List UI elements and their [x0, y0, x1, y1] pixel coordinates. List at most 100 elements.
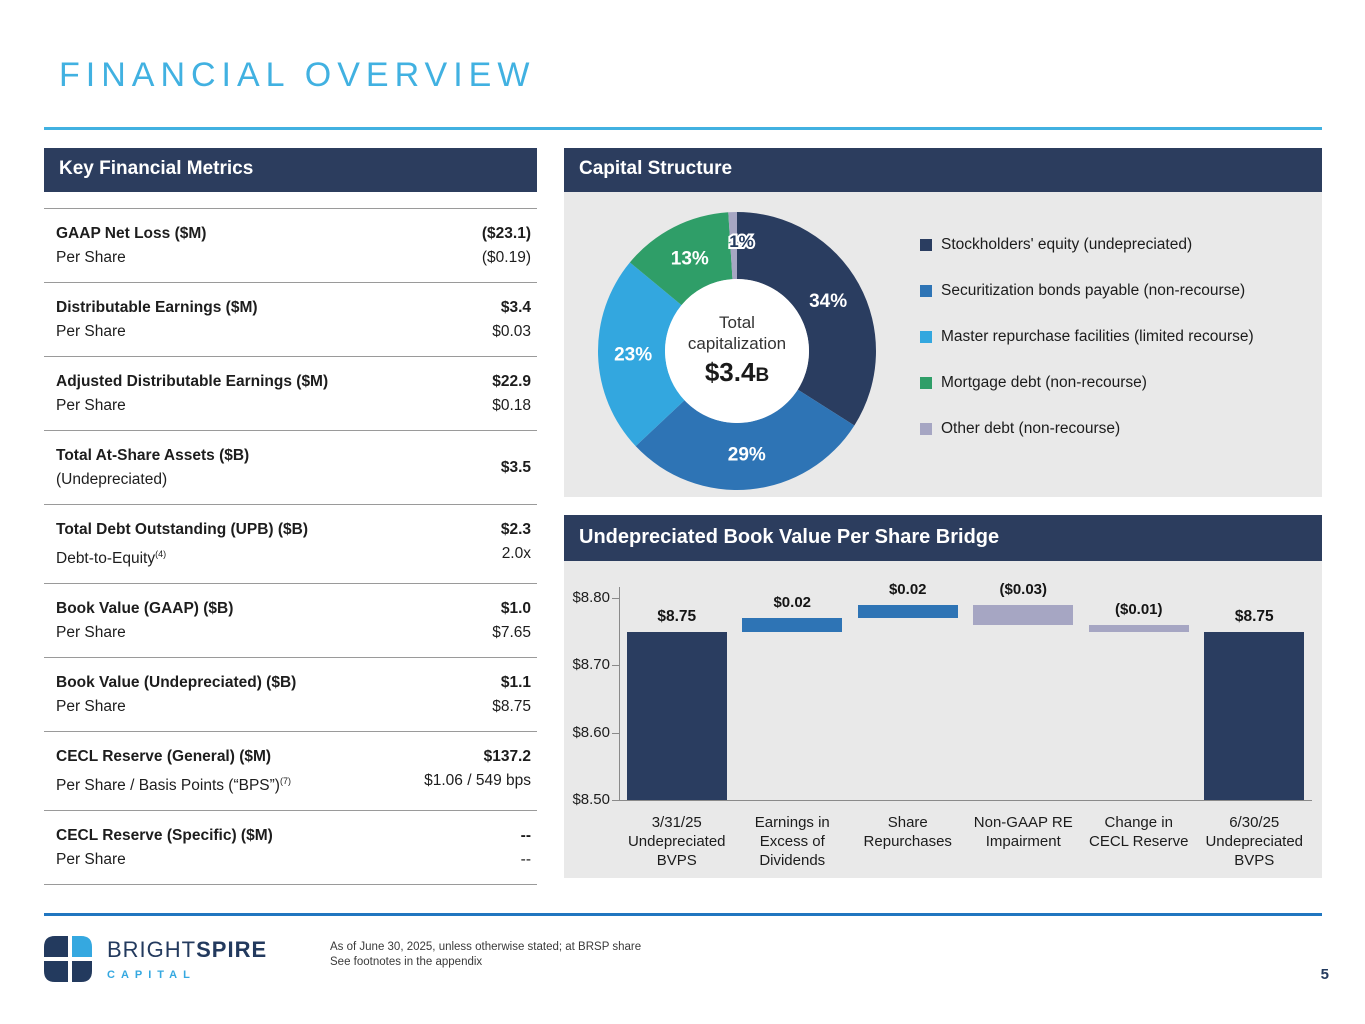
- metric-values: ($23.1) ($0.19): [411, 222, 531, 270]
- bridge-header: Undepreciated Book Value Per Share Bridg…: [564, 515, 1322, 561]
- metric-row: CECL Reserve (Specific) ($M) Per Share -- -…: [44, 810, 537, 886]
- capital-structure-body: 34% 29% 23% 13% 1% Total capitalization $3.4…: [564, 192, 1322, 497]
- metric-subvalue: $0.18: [492, 396, 531, 414]
- legend-item: Securitization bonds payable (non-recour…: [920, 282, 1316, 300]
- category-line: 6/30/25: [1229, 814, 1280, 831]
- metric-labels: Total Debt Outstanding (UPB) ($B) Debt-to…: [56, 518, 411, 571]
- metric-value: --: [520, 826, 531, 844]
- metric-labels: Book Value (GAAP) ($B) Per Share: [56, 597, 411, 645]
- bar-value-label: $8.75: [657, 607, 697, 625]
- y-axis-line: [619, 587, 620, 800]
- donut-slice-percent-label: 1%: [729, 232, 754, 251]
- bar-value-label: $0.02: [773, 594, 812, 612]
- category-line: Earnings in: [754, 814, 830, 831]
- metric-labels: GAAP Net Loss ($M) Per Share: [56, 222, 411, 270]
- bar-value-label: ($0.03): [999, 580, 1048, 598]
- category-line: Share: [887, 814, 928, 831]
- category-line: Excess of: [759, 833, 825, 850]
- footer-divider: [44, 913, 1322, 916]
- brand-name-second: SPIRE: [196, 937, 268, 962]
- capital-structure-donut-chart: 34% 29% 23% 13% 1%: [598, 212, 876, 490]
- footnotes: As of June 30, 2025, unless otherwise st…: [330, 940, 641, 970]
- metric-sublabel: Per Share: [56, 697, 126, 715]
- metric-values: $2.3 2.0x: [411, 518, 531, 571]
- waterfall-bar: [1204, 631, 1305, 800]
- bar-value-label: ($0.01): [1114, 600, 1163, 618]
- legend-label: Mortgage debt (non-recourse): [941, 374, 1147, 391]
- metric-sublabel: Per Share: [56, 850, 126, 868]
- brightspire-logo-mark: [44, 936, 92, 982]
- footnote-ref: (4): [155, 548, 167, 559]
- metric-label: Total At-Share Assets ($B): [56, 446, 250, 464]
- metric-label: CECL Reserve (General) ($M): [56, 747, 272, 765]
- metric-subvalue: --: [520, 850, 531, 868]
- bar-category-label: 6/30/25 Undepreciated BVPS: [1197, 813, 1313, 870]
- donut-slice-4: [629, 212, 733, 306]
- metric-label: GAAP Net Loss ($M): [56, 224, 207, 242]
- bar-category-label: 3/31/25 Undepreciated BVPS: [619, 813, 735, 870]
- category-line: BVPS: [656, 852, 697, 869]
- brand-name: BRIGHTSPIRE: [107, 937, 267, 963]
- legend-item: Other debt (non-recourse): [920, 420, 1316, 438]
- metric-labels: Total At-Share Assets ($B) (Undepreciated…: [56, 444, 411, 492]
- category-line: Undepreciated: [627, 833, 726, 850]
- x-axis-line: [619, 800, 1312, 801]
- brightspire-logo: BRIGHTSPIRE CAPITAL: [44, 936, 267, 982]
- category-line: CECL Reserve: [1089, 833, 1189, 850]
- waterfall-bar: [626, 631, 727, 800]
- metric-label: Adjusted Distributable Earnings ($M): [56, 372, 329, 390]
- waterfall-bar: [857, 604, 958, 619]
- brand-subtitle: CAPITAL: [107, 969, 196, 981]
- donut-slice-percent-label: 23%: [614, 344, 652, 365]
- y-tick-label: $8.60: [572, 723, 610, 741]
- category-line: BVPS: [1234, 852, 1275, 869]
- y-tick-mark: [612, 800, 619, 801]
- metric-values: $1.1 $8.75: [411, 671, 531, 719]
- waterfall-bar: [742, 618, 843, 632]
- metric-sublabel: Per Share: [56, 322, 126, 340]
- donut-slice-percent-label: 13%: [671, 248, 709, 269]
- bvps-bridge-panel: Undepreciated Book Value Per Share Bridg…: [564, 515, 1322, 878]
- metric-label: Book Value (Undepreciated) ($B): [56, 673, 297, 691]
- bar-category-label: Non-GAAP RE Impairment: [966, 813, 1082, 851]
- metric-sublabel: Per Share: [56, 623, 126, 641]
- metric-row: Book Value (GAAP) ($B) Per Share $1.0 $7.65: [44, 583, 537, 657]
- metric-values: $3.4 $0.03: [411, 296, 531, 344]
- brand-name-first: BRIGHT: [107, 937, 197, 962]
- page-number: 5: [1320, 966, 1329, 983]
- metric-row: CECL Reserve (General) ($M) Per Share / B…: [44, 731, 537, 810]
- donut-center-line1: Total: [719, 313, 755, 332]
- metric-subvalue: ($0.19): [481, 248, 531, 266]
- bar-value-label: $8.75: [1234, 607, 1274, 625]
- y-tick-mark: [612, 665, 619, 667]
- bar-category-label: Earnings in Excess of Dividends: [735, 813, 851, 870]
- top-divider: [44, 127, 1322, 130]
- metric-row: Total At-Share Assets ($B) (Undepreciated…: [44, 430, 537, 504]
- metric-subvalue: $1.06 / 549 bps: [424, 771, 531, 789]
- metric-labels: Distributable Earnings ($M) Per Share: [56, 296, 411, 344]
- y-tick-label: $8.70: [572, 656, 610, 674]
- legend-marker: [920, 423, 932, 435]
- metric-label: Book Value (GAAP) ($B): [56, 599, 234, 617]
- metric-value: $137.2: [483, 747, 531, 765]
- legend-marker: [920, 285, 932, 297]
- category-line: Impairment: [985, 833, 1061, 850]
- y-tick-mark: [612, 598, 619, 599]
- legend-marker: [920, 239, 932, 251]
- metric-row: Distributable Earnings ($M) Per Share $3.4…: [44, 282, 537, 356]
- donut-hole: [665, 279, 809, 423]
- metric-subvalue: $8.75: [492, 697, 531, 715]
- metric-value: $3.5: [500, 458, 531, 476]
- metric-value: ($23.1): [481, 224, 531, 242]
- bar-category-label: Change in CECL Reserve: [1081, 813, 1197, 851]
- category-line: Undepreciated: [1205, 833, 1304, 850]
- metric-value: $2.3: [500, 520, 531, 538]
- metric-sublabel: (Undepreciated): [56, 470, 168, 488]
- y-tick-label: $8.80: [572, 589, 610, 606]
- total-capitalization-value: $3.4B: [657, 357, 817, 388]
- category-line: 3/31/25: [651, 814, 702, 831]
- capital-structure-header: Capital Structure: [564, 148, 1322, 192]
- metric-label: CECL Reserve (Specific) ($M): [56, 826, 273, 844]
- footnote-ref: (7): [279, 775, 291, 786]
